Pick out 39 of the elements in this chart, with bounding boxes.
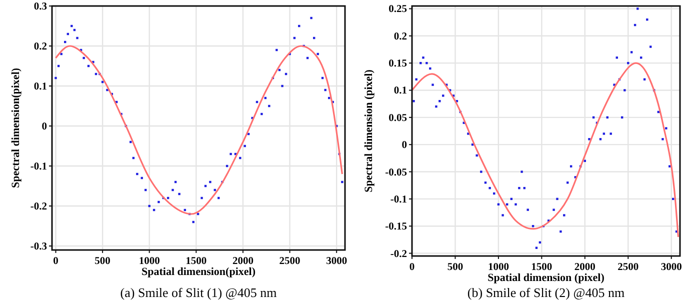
y-tick-label: 0.1 xyxy=(34,82,47,92)
y-tick-label: 0.3 xyxy=(34,2,47,12)
y-tick-label: -0.2 xyxy=(30,202,47,212)
x-tick-label: 0 xyxy=(53,256,58,267)
y-tick-label: 0.25 xyxy=(388,4,407,16)
x-tick-label: 1000 xyxy=(138,256,160,267)
y-tick-label: -0.2 xyxy=(390,248,407,260)
y-tick-label: -0.1 xyxy=(390,194,407,206)
x-tick-label: 1500 xyxy=(186,256,207,267)
x-tick-label: 500 xyxy=(447,262,464,273)
text: (b) Smile of Slit (2) @405 nm xyxy=(467,285,625,300)
y-tick-label: 0 xyxy=(42,122,47,132)
y-tick-label: 0.15 xyxy=(388,58,407,70)
x-tick-label: 2500 xyxy=(279,256,300,267)
y-tick-label: -0.05 xyxy=(385,167,407,178)
y-tick-label: 0.1 xyxy=(394,86,407,97)
y-tick-label: -0.3 xyxy=(30,242,47,252)
y-tick-label: -0.15 xyxy=(385,222,407,233)
x-tick-label: 500 xyxy=(94,256,110,267)
x-axis-title: Spatial dimension(pixel) xyxy=(142,266,256,278)
x-tick-label: 0 xyxy=(409,262,415,273)
x-tick-label: 1000 xyxy=(488,262,509,273)
x-tick-label: 2500 xyxy=(618,262,639,273)
x-tick-label: 2000 xyxy=(232,256,254,267)
y-axis-title: Spectral dimension (pixel) xyxy=(363,69,375,192)
y-axis-title: Spectral dimension(pixel) xyxy=(10,68,22,188)
x-axis-title: Spatial dimension (pixel) xyxy=(488,272,605,284)
y-tick-label: 0 xyxy=(402,140,407,152)
x-tick-label: 3000 xyxy=(326,256,348,267)
text: (a) Smile of Slit (1) @405 nm xyxy=(120,285,277,300)
x-tick-label: 3000 xyxy=(660,262,682,273)
line-series xyxy=(54,45,343,215)
line-series xyxy=(411,62,680,238)
x-tick-label: 1500 xyxy=(531,262,552,273)
x-tick-label: 2000 xyxy=(574,262,596,273)
y-tick-label: 0.2 xyxy=(34,42,47,52)
y-tick-label: 0.2 xyxy=(394,31,407,42)
y-tick-label: -0.1 xyxy=(30,162,47,172)
y-tick-label: 0.05 xyxy=(388,112,407,124)
